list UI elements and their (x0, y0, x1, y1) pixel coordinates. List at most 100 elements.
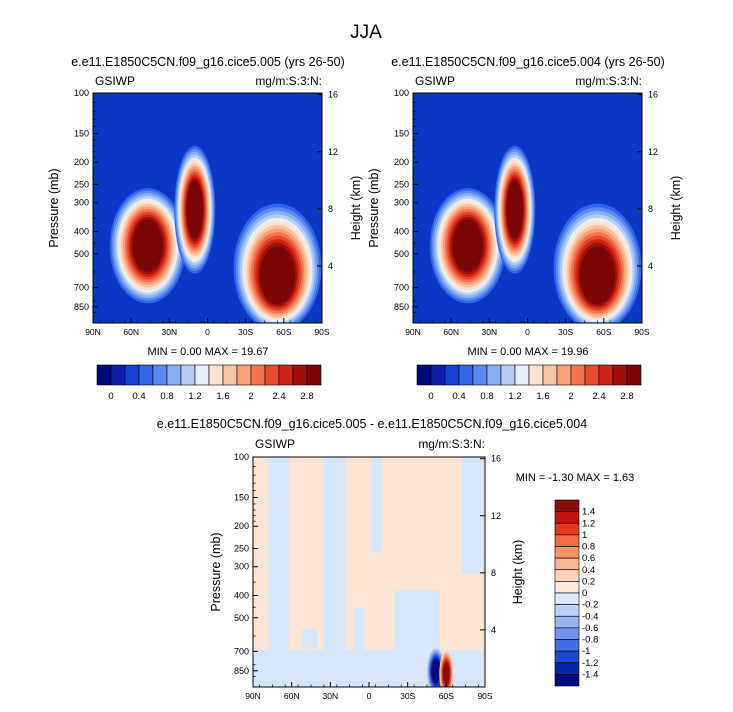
panel-1-ytick-label: 300 (74, 198, 89, 208)
panel-2-left-label: GSIWP (415, 74, 455, 88)
panel-2-xtick-label: 90N (405, 327, 421, 337)
panel-1-contour-northern-midlatitude-storm-track-12 (132, 219, 163, 272)
panel-diff-plot-area (253, 457, 485, 687)
panel-diff-xtick-label: 30S (400, 691, 415, 701)
cbar-1-swatch (166, 364, 182, 386)
cbar-1-swatch (96, 364, 112, 386)
panel-2-field (429, 145, 642, 323)
panel-diff-xtick-label: 60S (439, 691, 454, 701)
panel-2-xtick-label: 60S (596, 327, 611, 337)
colorbar-diff: 1.41.210.80.60.40.20-0.2-0.4-0.6-0.8-1-1… (554, 499, 598, 687)
cbar-1-swatch (236, 364, 252, 386)
cbar-1-swatch (278, 364, 294, 386)
panel-diff: e.e11.E1850C5CN.f09_g16.cice5.005 - e.e1… (157, 417, 635, 701)
colorbar-diff-swatch (554, 592, 580, 605)
panel-diff-ytick-label: 250 (234, 544, 249, 554)
cbar-2-swatch (542, 364, 558, 386)
panel-1-xtick-label: 30N (162, 327, 178, 337)
panel-diff-ytick-label: 300 (234, 562, 249, 572)
panel-2-contour-tropical-deep-convection-12 (506, 180, 523, 239)
cbar-1-swatch (292, 364, 308, 386)
panel-diff-ytick-label: 400 (234, 590, 249, 600)
panel-diff-anomaly-neg-7 (431, 659, 441, 684)
panel-diff-field (253, 457, 485, 687)
panel-1-xtick-label: 60N (123, 327, 139, 337)
panel-1-field (109, 145, 322, 323)
panel-1-right-label: mg/m:S:3:N: (255, 74, 322, 88)
colorbar-diff-label: -1.2 (582, 658, 598, 669)
panel-1-contour-southern-ocean-storm-track-12 (259, 246, 296, 305)
panel-diff-xtick-label: 90S (477, 691, 492, 701)
cbar-1-swatch (110, 364, 126, 386)
cbar-1-label: 1.6 (216, 391, 229, 402)
panel-1-y2tick-label: 16 (328, 90, 338, 100)
panel-diff-xtick-label: 60N (284, 691, 300, 701)
colorbar-diff-label: 1.2 (582, 518, 595, 529)
panel-1-contour-tropical-deep-convection-12 (186, 180, 203, 239)
panel-2-ytick-label: 300 (394, 198, 409, 208)
colorbar-panel-2: 0 0.4 0.8 1.2 1.6 2 2.4 2.8 (416, 364, 642, 402)
panel-2-ylabel: Pressure (mb) (367, 168, 381, 247)
panel-2-xtick-label: 30N (482, 327, 498, 337)
panel-2-ytick-label: 200 (394, 157, 409, 167)
colorbar-diff-swatch (554, 650, 580, 664)
panel-1-y2tick-label: 12 (328, 147, 338, 157)
cbar-1-label: 2 (248, 391, 253, 402)
colorbar-diff-swatch (554, 604, 580, 617)
cbar-2-swatch (458, 364, 474, 386)
panel-1-xtick-label: 90S (314, 327, 329, 337)
cbar-1-swatch (124, 364, 140, 386)
cbar-2-swatch (528, 364, 544, 386)
panel-diff-band-0 (268, 457, 290, 687)
panel-1-xtick-label: 30S (238, 327, 253, 337)
colorbar-diff-label: 0.6 (582, 553, 595, 564)
panel-1-left-label: GSIWP (95, 74, 135, 88)
panel-2-xtick-label: 60N (443, 327, 459, 337)
colorbar-diff-swatch (554, 546, 580, 559)
colorbar-diff-label: 1 (582, 530, 587, 541)
panel-diff-band-4 (461, 457, 485, 574)
panel-2-xtick-label: 30S (558, 327, 573, 337)
panel-diff-band-5 (301, 629, 318, 649)
colorbar-diff-swatch (554, 674, 580, 687)
colorbar-diff-label: -1.4 (582, 669, 598, 680)
panel-diff-ytick-label: 100 (234, 452, 249, 462)
panel-1-y2tick-label: 8 (328, 204, 333, 214)
colorbar-diff-swatch (554, 662, 580, 675)
panel-diff-xtick-label: 30N (323, 691, 339, 701)
panel-1-ytick-label: 500 (74, 249, 89, 259)
colorbar-diff-swatch (554, 627, 580, 640)
panel-diff-y2tick-label: 8 (491, 568, 496, 578)
panel-diff-y2tick-label: 4 (491, 625, 496, 635)
panel-diff-xtick-label: 90N (245, 691, 261, 701)
panel-diff-ytick-label: 700 (234, 646, 249, 656)
panel-1-ytick-label: 250 (74, 180, 89, 190)
cbar-1-label: 0.8 (160, 391, 173, 402)
cbar-1-swatch (138, 364, 154, 386)
cbar-2-label: 0.4 (452, 391, 465, 402)
panel-diff-title: e.e11.E1850C5CN.f09_g16.cice5.005 - e.e1… (157, 417, 587, 431)
panel-1-xtick-label: 90N (85, 327, 101, 337)
colorbar-diff-swatch (554, 569, 580, 582)
cbar-1-label: 0 (108, 391, 113, 402)
panel-2: e.e11.E1850C5CN.f09_g16.cice5.004 (yrs 2… (367, 55, 683, 358)
colorbar-diff-label: 1.4 (582, 507, 595, 518)
panel-2-y2tick-label: 12 (648, 147, 658, 157)
colorbar-diff-swatch (554, 639, 580, 652)
panel-diff-left-label: GSIWP (255, 437, 295, 451)
cbar-2-swatch (486, 364, 502, 386)
colorbar-diff-label: -0.6 (582, 623, 598, 634)
colorbar-diff-label: 0.4 (582, 565, 595, 576)
colorbar-diff-label: -0.8 (582, 635, 598, 646)
cbar-2-swatch (570, 364, 586, 386)
panel-1-title: e.e11.E1850C5CN.f09_g16.cice5.005 (yrs 2… (71, 55, 345, 69)
cbar-1-label: 2.8 (300, 391, 313, 402)
colorbar-diff-label: 0 (582, 588, 587, 599)
panel-1-ylabel: Pressure (mb) (47, 168, 61, 247)
panel-2-ytick-label: 850 (394, 302, 409, 312)
cbar-2-swatch (626, 364, 642, 386)
panel-diff-y2tick-label: 12 (491, 511, 501, 521)
colorbar-diff-label: 0.2 (582, 576, 595, 587)
panel-2-xtick-label: 90S (634, 327, 649, 337)
